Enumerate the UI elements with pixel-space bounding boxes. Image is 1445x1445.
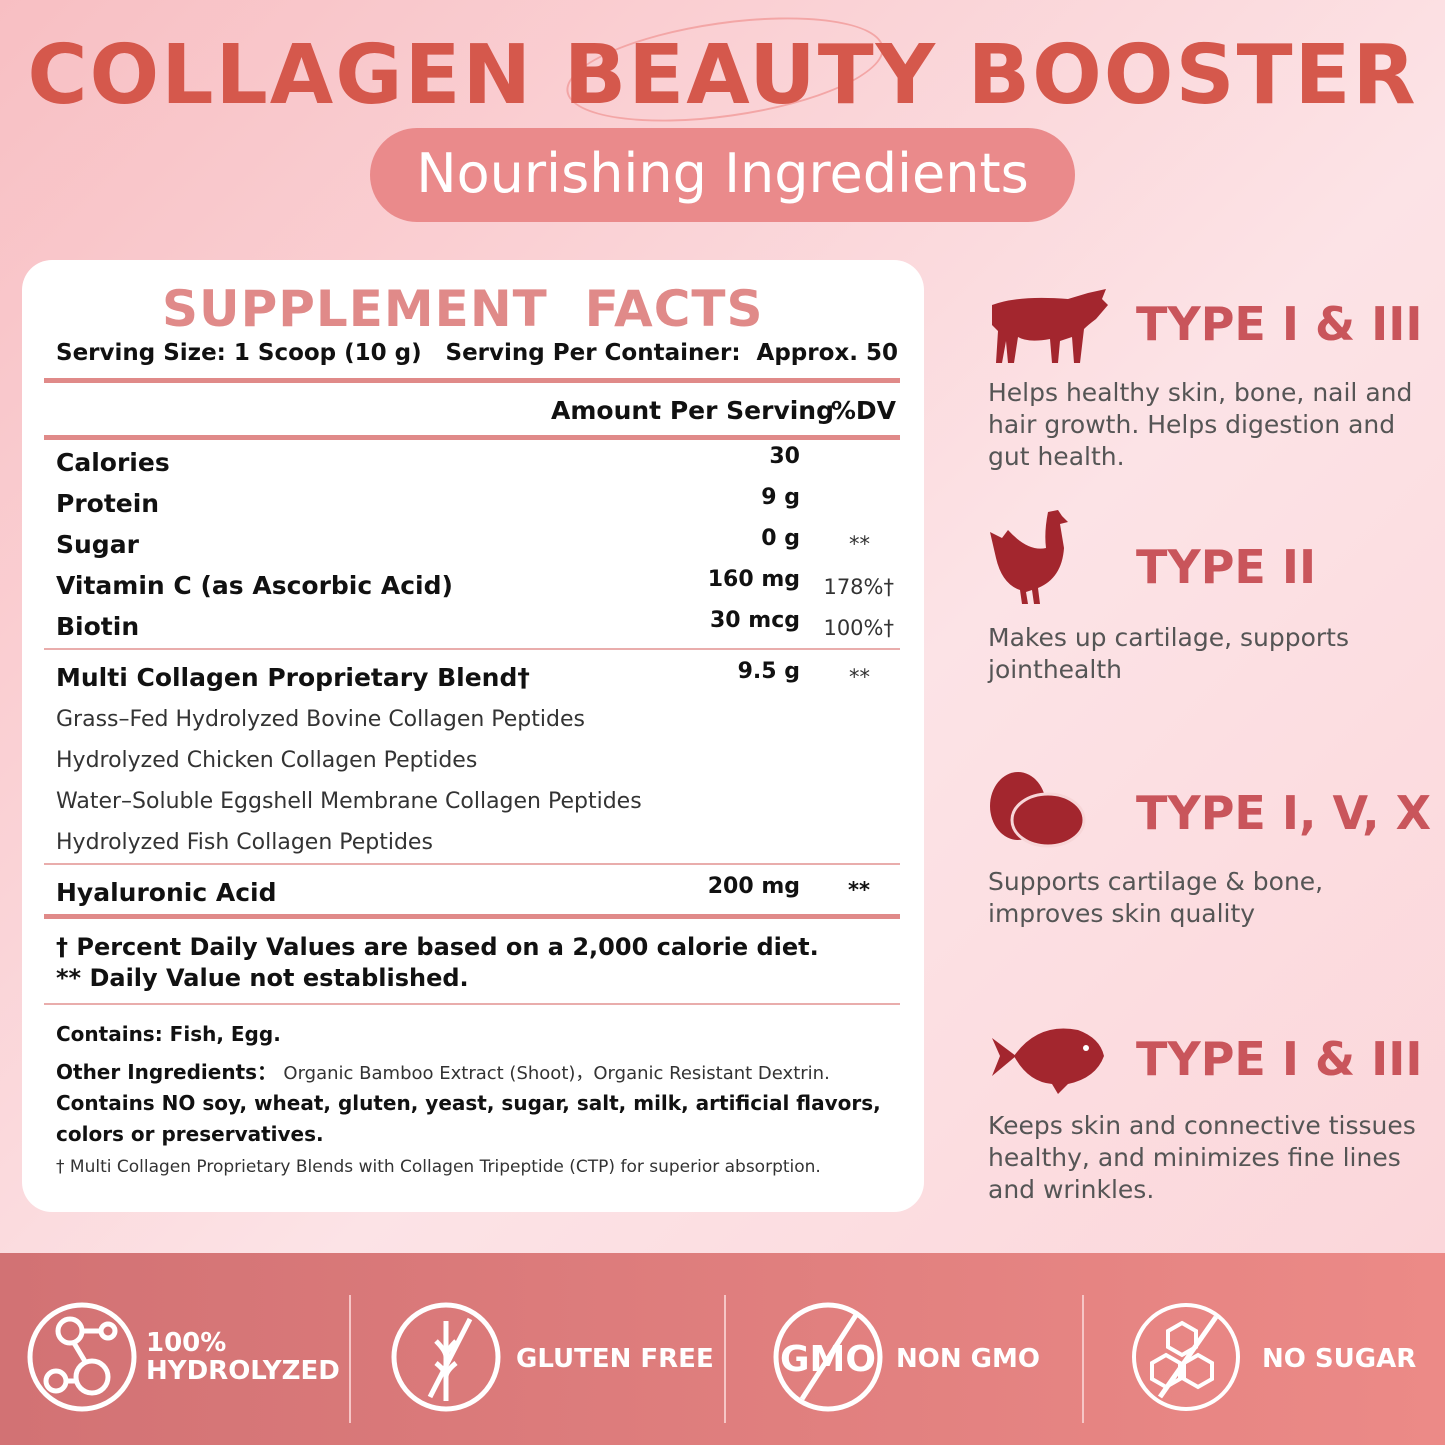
nutrient-row: Vitamin C (as Ascorbic Acid) 160 mg 178%† — [56, 567, 894, 600]
no-wheat-icon — [391, 1302, 501, 1412]
nutrient-row: Sugar 0 g ** — [56, 526, 870, 559]
amount-header: Amount Per Serving — [551, 396, 834, 425]
servings-per-container: Serving Per Container: Approx. 50 — [445, 340, 898, 366]
other-ingredients: Other Ingredients： Organic Bamboo Extrac… — [56, 1060, 830, 1084]
blend-row: Multi Collagen Proprietary Blend† 9.5 g ** — [56, 659, 870, 692]
egg-icon — [990, 772, 1086, 848]
hyaluronic-row: Hyaluronic Acid 200 mg ** — [56, 874, 870, 907]
no-sugar-cube-icon — [1132, 1303, 1240, 1411]
cow-icon — [992, 289, 1108, 363]
molecule-icon — [27, 1302, 137, 1412]
supplement-facts-card: SUPPLEMENT FACTS Serving Size: 1 Scoop (… — [22, 260, 924, 1212]
no-gmo-icon: GMO — [773, 1302, 883, 1412]
type-item: TYPE II Makes up cartilage, supports joi… — [988, 508, 1428, 708]
type-item: TYPE I & III Helps healthy skin, bone, n… — [988, 285, 1428, 485]
type-item: TYPE I & III Keeps skin and connective t… — [988, 1018, 1428, 1218]
badge-non-gmo: GMO NON GMO — [772, 1301, 1072, 1413]
blend-item: Grass–Fed Hydrolyzed Bovine Collagen Pep… — [56, 707, 585, 732]
allergens: Contains: Fish, Egg. — [56, 1022, 281, 1046]
feature-badges-band: 100% HYDROLYZED GLUTEN FREE GMO NON GMO … — [0, 1253, 1445, 1445]
nutrient-row: Protein 9 g — [56, 485, 800, 518]
badge-gluten-free: GLUTEN FREE — [390, 1301, 714, 1413]
nutrient-row: Biotin 30 mcg 100%† — [56, 608, 894, 641]
free-from-list: Contains NO soy, wheat, gluten, yeast, s… — [56, 1091, 881, 1146]
serving-size: Serving Size: 1 Scoop (10 g) — [56, 340, 422, 366]
chicken-icon — [990, 510, 1068, 604]
dv-note: † Percent Daily Values are based on a 2,… — [56, 933, 819, 961]
fish-icon — [992, 1028, 1104, 1094]
subtitle-pill: Nourishing Ingredients — [370, 128, 1075, 222]
blend-item: Water–Soluble Eggshell Membrane Collagen… — [56, 789, 642, 814]
nutrient-row: Calories 30 — [56, 444, 800, 477]
badge-hydrolyzed: 100% HYDROLYZED — [26, 1301, 340, 1413]
dv-not-established-note: ** Daily Value not established. — [56, 964, 469, 992]
blend-item: Hydrolyzed Chicken Collagen Peptides — [56, 748, 478, 773]
type-item: TYPE I, V, X Supports cartilage & bone, … — [988, 770, 1431, 970]
facts-title: SUPPLEMENT FACTS — [162, 280, 764, 338]
page-title: COLLAGEN BEAUTY BOOSTER — [27, 28, 1418, 123]
dv-header: %DV — [830, 396, 896, 425]
blend-item: Hydrolyzed Fish Collagen Peptides — [56, 830, 433, 855]
badge-no-sugar: NO SUGAR — [1130, 1301, 1430, 1413]
ctp-footnote: † Multi Collagen Proprietary Blends with… — [56, 1157, 821, 1177]
